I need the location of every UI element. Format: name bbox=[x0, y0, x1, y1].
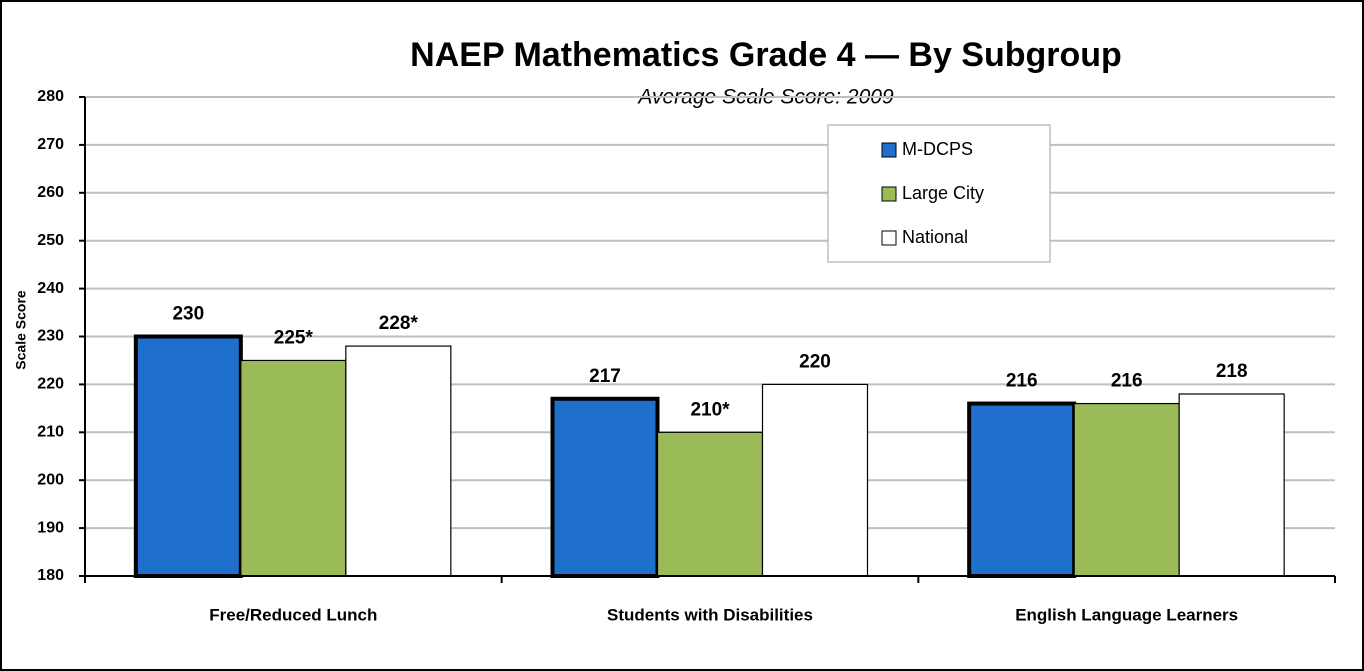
value-label: 228* bbox=[379, 313, 419, 334]
bar bbox=[133, 334, 243, 578]
y-tick-label: 270 bbox=[37, 136, 64, 153]
legend-swatch bbox=[881, 142, 897, 158]
legend-box bbox=[827, 124, 1051, 263]
y-tick-label: 210 bbox=[37, 424, 64, 441]
value-label: 230 bbox=[172, 304, 204, 325]
y-tick-label: 260 bbox=[37, 184, 64, 201]
value-label: 225* bbox=[274, 327, 314, 348]
y-tick-label: 200 bbox=[37, 471, 64, 488]
y-tick-label: 250 bbox=[37, 232, 64, 249]
y-tick-label: 220 bbox=[37, 376, 64, 393]
bar bbox=[967, 401, 1077, 578]
x-tick-label: Free/Reduced Lunch bbox=[209, 605, 377, 624]
y-tick-label: 280 bbox=[37, 88, 64, 105]
bar bbox=[761, 383, 869, 577]
y-tick-label: 240 bbox=[37, 280, 64, 297]
bar bbox=[345, 345, 452, 577]
legend-label: Large City bbox=[902, 183, 984, 203]
y-tick-label: 190 bbox=[37, 519, 64, 536]
legend-label: National bbox=[902, 227, 968, 247]
value-label: 210* bbox=[690, 399, 730, 420]
value-label: 218 bbox=[1216, 361, 1248, 382]
bar bbox=[240, 359, 347, 577]
legend-label: M-DCPS bbox=[902, 139, 973, 159]
bar bbox=[656, 431, 764, 577]
bar bbox=[1073, 402, 1180, 577]
legend-swatch bbox=[881, 186, 897, 202]
value-label: 220 bbox=[799, 351, 831, 372]
bar bbox=[550, 396, 660, 578]
x-tick-label: Students with Disabilities bbox=[607, 605, 813, 624]
y-tick-label: 230 bbox=[37, 328, 64, 345]
x-tick-label: English Language Learners bbox=[1015, 605, 1238, 624]
value-label: 216 bbox=[1111, 371, 1143, 392]
value-label: 217 bbox=[589, 366, 621, 387]
y-axis-label: Scale Score bbox=[13, 290, 29, 370]
legend-swatch bbox=[881, 230, 897, 246]
value-label: 216 bbox=[1006, 371, 1038, 392]
chart-title: NAEP Mathematics Grade 4 — By Subgroup bbox=[410, 36, 1122, 74]
y-tick-label: 180 bbox=[37, 567, 64, 584]
bar bbox=[1178, 393, 1285, 577]
